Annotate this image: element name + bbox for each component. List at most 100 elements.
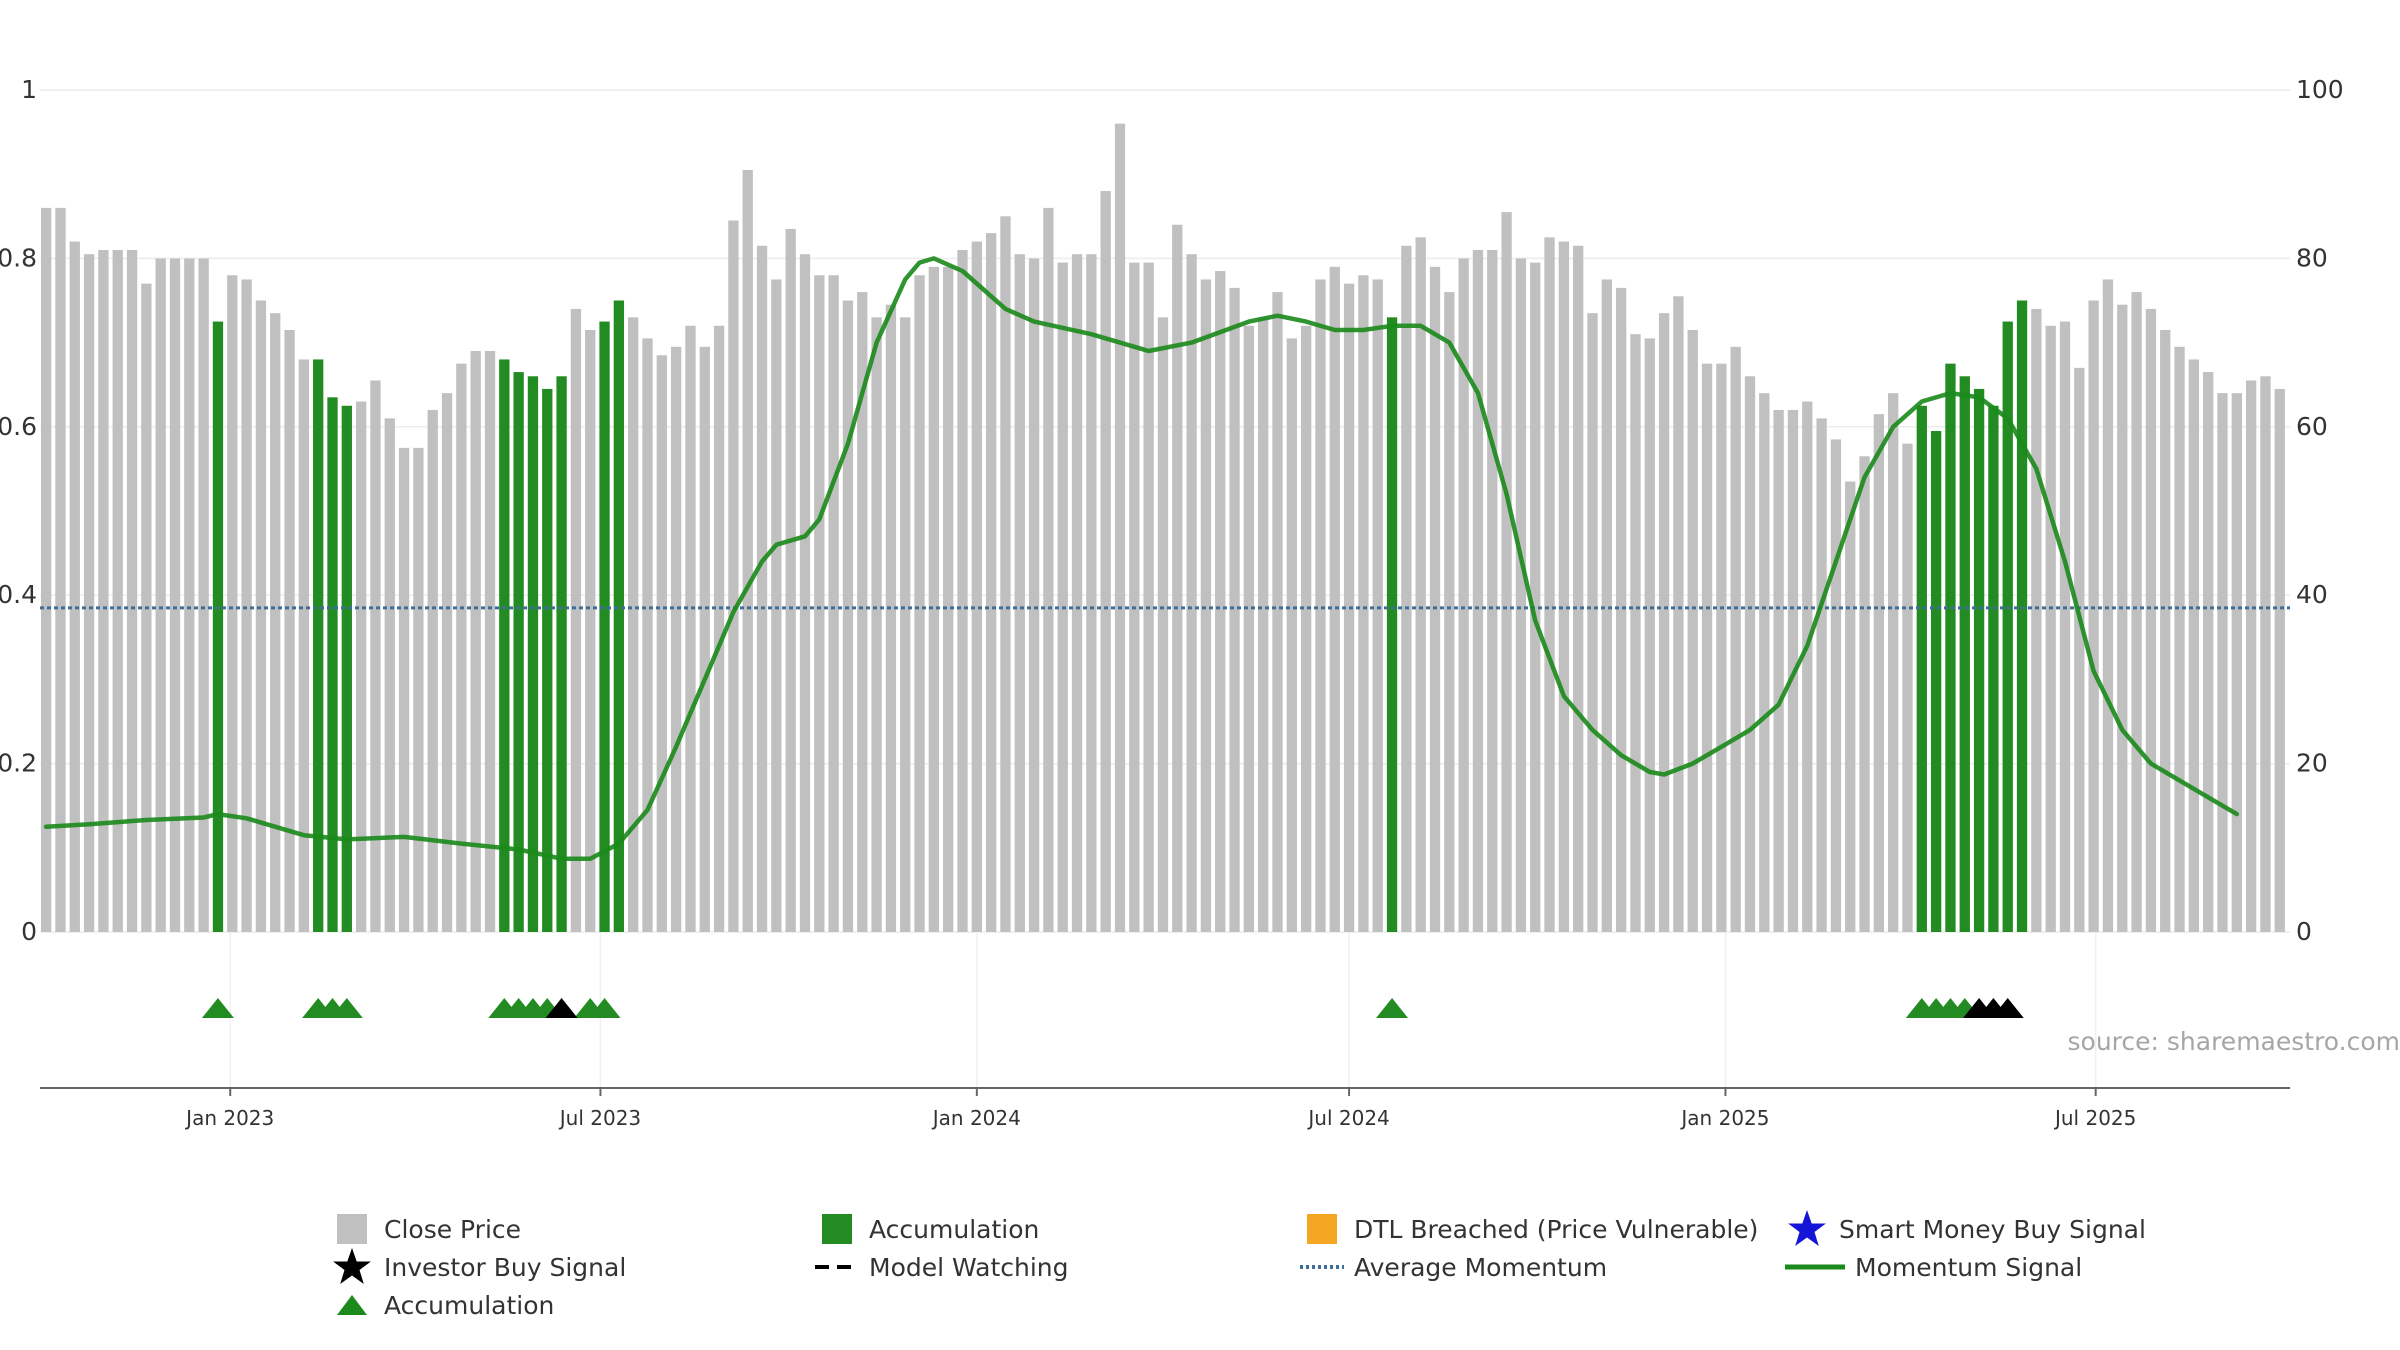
close-price-bar	[2260, 376, 2271, 932]
close-price-bar	[155, 258, 166, 932]
close-price-bar	[799, 254, 811, 932]
close-price-bar	[2074, 367, 2085, 932]
close-price-bar	[785, 228, 796, 932]
accumulation-square-icon	[815, 1212, 859, 1246]
legend-label-investor-buy: Investor Buy Signal	[384, 1252, 627, 1282]
momentum-signal-line	[43, 256, 2240, 861]
close-price-bar	[126, 249, 138, 933]
close-price-bar	[1444, 292, 1455, 933]
left-axis-tick-label: 0.8	[0, 243, 37, 272]
close-price-bar	[2231, 393, 2242, 932]
close-price-bar	[2217, 393, 2228, 932]
close-price-bar	[2045, 325, 2056, 932]
close-price-bar	[2145, 308, 2157, 932]
accumulation-bar	[1959, 376, 1970, 932]
close-price-bar	[241, 279, 252, 932]
close-price-bar	[169, 258, 181, 932]
close-price-bar	[685, 325, 696, 932]
close-price-bar	[1143, 262, 1154, 932]
accumulation-bar	[212, 321, 224, 932]
close-price-bar	[1028, 258, 1040, 932]
close-price-bar	[1458, 258, 1469, 932]
close-price-bar	[828, 275, 839, 932]
close-price-bar	[184, 258, 195, 932]
left-axis-tick-label: 0.4	[0, 580, 37, 609]
right-axis-tick-label: 0	[2296, 917, 2312, 946]
close-price-bar	[814, 275, 825, 932]
accumulation-bar	[341, 405, 352, 932]
dashed-line-icon	[815, 1250, 859, 1284]
close-price-bar	[1358, 275, 1369, 932]
close-price-bar	[642, 338, 653, 932]
dtl-square-icon	[1300, 1212, 1344, 1246]
right-axis-tick-label: 60	[2296, 412, 2328, 441]
accumulation-bar	[556, 376, 567, 932]
close-price-bar	[1229, 287, 1240, 932]
legend-label-dtl-breached: DTL Breached (Price Vulnerable)	[1354, 1214, 1759, 1244]
close-price-bar	[857, 292, 868, 933]
legend-item-smart-money: Smart Money Buy Signal	[1785, 1210, 2146, 1248]
close-price-bar	[914, 275, 925, 932]
close-price-bar	[284, 329, 295, 933]
close-price-bar	[1243, 325, 1255, 932]
close-price-bar	[1530, 262, 1541, 932]
close-price-bar	[1501, 212, 1512, 933]
close-price-bar	[427, 409, 438, 933]
close-price-bar	[1845, 481, 1856, 932]
close-price-bar	[2174, 346, 2185, 932]
close-price-bar	[1315, 279, 1326, 932]
close-price-bar	[2188, 359, 2200, 932]
legend-item-model-watching: Model Watching	[815, 1248, 1069, 1286]
close-price-bar	[1658, 313, 1670, 932]
x-axis-tick-label: Jul 2025	[2053, 1106, 2136, 1130]
close-price-bar	[2117, 304, 2128, 933]
legend-label-accumulation-marker: Accumulation	[384, 1290, 555, 1320]
close-price-bar	[2274, 388, 2285, 932]
close-price-bar	[1157, 317, 1169, 933]
close-price-bar	[55, 207, 66, 932]
close-price-bar	[1515, 258, 1527, 932]
close-price-bar	[40, 207, 52, 932]
accumulation-bar	[2002, 321, 2013, 932]
accumulation-bar	[527, 376, 539, 932]
close-price-bar	[370, 380, 381, 932]
legend-item-accumulation-marker: Accumulation	[330, 1286, 554, 1324]
close-price-bar	[456, 363, 467, 932]
x-axis-tick-label: Jan 2023	[184, 1106, 274, 1130]
close-price-bar	[1258, 317, 1269, 933]
close-price-bar	[670, 346, 682, 932]
close-price-bar	[1730, 346, 1741, 932]
close-price-bar	[355, 401, 367, 932]
close-price-bar	[1071, 254, 1083, 932]
accumulation-bar	[499, 359, 510, 932]
close-price-bar	[2203, 372, 2214, 932]
close-price-bar	[1272, 292, 1283, 933]
x-axis-tick-label: Jan 2025	[1679, 1106, 1769, 1130]
accumulation-bar	[313, 359, 324, 932]
investor-buy-marker-triangle	[1991, 998, 2024, 1018]
blue-star-icon	[1785, 1210, 1829, 1246]
close-price-bar	[628, 317, 639, 933]
left-axis-tick-label: 0	[21, 917, 37, 946]
close-price-bar	[1644, 338, 1655, 932]
close-price-bar	[1601, 279, 1612, 932]
x-axis-tick-label: Jan 2024	[931, 1106, 1021, 1130]
accumulation-bar	[327, 397, 338, 933]
close-price-bar	[2059, 321, 2071, 932]
close-price-bar	[900, 317, 911, 933]
close-price-bar	[98, 249, 109, 933]
close-price-bar	[1802, 401, 1813, 932]
close-price-bar	[441, 393, 453, 932]
legend-label-momentum-signal: Momentum Signal	[1855, 1252, 2083, 1282]
legend-item-investor-buy: Investor Buy Signal	[330, 1248, 626, 1286]
close-price-bar	[2102, 279, 2114, 932]
close-price-bar	[728, 220, 739, 932]
close-price-bar	[756, 245, 768, 932]
close-price-bar	[1172, 224, 1183, 933]
close-price-bar	[1859, 456, 1870, 932]
legend-item-accumulation-bar: Accumulation	[815, 1210, 1039, 1248]
close-price-bar	[885, 304, 897, 933]
close-price-bar	[771, 279, 782, 932]
close-price-bar	[413, 447, 424, 932]
close-price-bar	[1830, 439, 1842, 932]
